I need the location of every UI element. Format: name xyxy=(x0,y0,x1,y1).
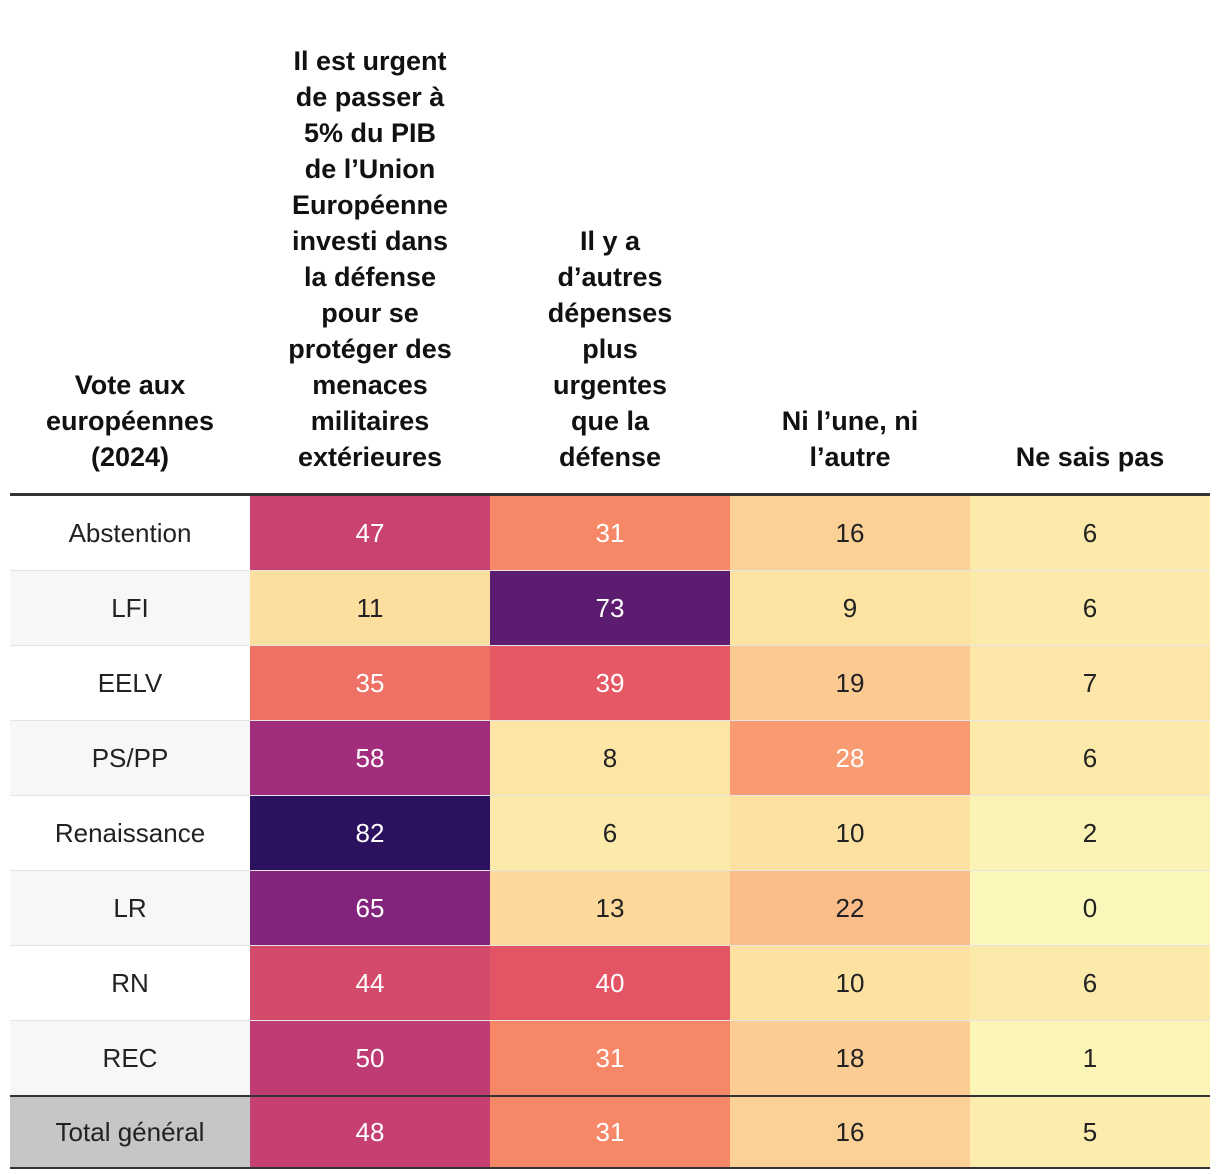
heatmap-cell-neither: 16 xyxy=(730,496,970,570)
row-label: Renaissance xyxy=(10,796,250,870)
heatmap-cell-other-spending: 31 xyxy=(490,496,730,570)
heatmap-cell-other-spending: 39 xyxy=(490,646,730,720)
header-urgent-5pct: Il est urgent de passer à 5% du PIB de l… xyxy=(288,46,452,472)
table-row: Renaissance 82 6 10 2 xyxy=(10,795,1210,870)
heatmap-cell-neither: 19 xyxy=(730,646,970,720)
heatmap-cell-dont-know: 0 xyxy=(970,871,1210,945)
header-neither: Ni l’une, ni l’autre xyxy=(781,406,919,472)
heatmap-cell-dont-know: 7 xyxy=(970,646,1210,720)
heatmap-cell-other-spending: 13 xyxy=(490,871,730,945)
heatmap-cell-neither: 28 xyxy=(730,721,970,795)
table-row: LFI 11 73 9 6 xyxy=(10,570,1210,645)
heatmap-cell-urgent-5pct: 58 xyxy=(250,721,490,795)
header-row: Vote aux européennes (2024) Il est urgen… xyxy=(10,0,1210,496)
heatmap-cell-other-spending: 6 xyxy=(490,796,730,870)
table-row: LR 65 13 22 0 xyxy=(10,870,1210,945)
heatmap-cell-other-spending: 8 xyxy=(490,721,730,795)
heatmap-cell-urgent-5pct: 35 xyxy=(250,646,490,720)
total-label: Total général xyxy=(10,1097,250,1167)
heatmap-cell-other-spending: 31 xyxy=(490,1021,730,1095)
heatmap-cell-other-spending: 73 xyxy=(490,571,730,645)
row-label: REC xyxy=(10,1021,250,1095)
row-label: EELV xyxy=(10,646,250,720)
row-label: LR xyxy=(10,871,250,945)
heatmap-cell-neither: 16 xyxy=(730,1097,970,1167)
header-vote: Vote aux européennes (2024) xyxy=(45,370,215,472)
heatmap-cell-urgent-5pct: 82 xyxy=(250,796,490,870)
heatmap-cell-dont-know: 5 xyxy=(970,1097,1210,1167)
heatmap-cell-neither: 22 xyxy=(730,871,970,945)
table-row: EELV 35 39 19 7 xyxy=(10,645,1210,720)
table-row: RN 44 40 10 6 xyxy=(10,945,1210,1020)
heatmap-cell-urgent-5pct: 44 xyxy=(250,946,490,1020)
heatmap-cell-other-spending: 31 xyxy=(490,1097,730,1167)
heatmap-cell-dont-know: 6 xyxy=(970,946,1210,1020)
heatmap-cell-neither: 10 xyxy=(730,796,970,870)
heatmap-cell-neither: 9 xyxy=(730,571,970,645)
row-label: LFI xyxy=(10,571,250,645)
heatmap-cell-urgent-5pct: 50 xyxy=(250,1021,490,1095)
heatmap-cell-urgent-5pct: 48 xyxy=(250,1097,490,1167)
row-label: PS/PP xyxy=(10,721,250,795)
heatmap-cell-dont-know: 6 xyxy=(970,496,1210,570)
heatmap-cell-neither: 10 xyxy=(730,946,970,1020)
heatmap-cell-dont-know: 2 xyxy=(970,796,1210,870)
heatmap-cell-dont-know: 1 xyxy=(970,1021,1210,1095)
heatmap-cell-dont-know: 6 xyxy=(970,721,1210,795)
table-row: REC 50 31 18 1 xyxy=(10,1020,1210,1095)
heatmap-cell-urgent-5pct: 47 xyxy=(250,496,490,570)
heatmap-table: Vote aux européennes (2024) Il est urgen… xyxy=(10,0,1210,1169)
total-row: Total général 48 31 16 5 xyxy=(10,1095,1210,1169)
table-row: Abstention 47 31 16 6 xyxy=(10,496,1210,570)
header-dont-know: Ne sais pas xyxy=(1015,442,1165,472)
heatmap-cell-other-spending: 40 xyxy=(490,946,730,1020)
table-body: Abstention 47 31 16 6 LFI 11 73 9 6 EELV 35 39 19 7 PS/… xyxy=(10,496,1210,1169)
heatmap-cell-urgent-5pct: 65 xyxy=(250,871,490,945)
row-label: Abstention xyxy=(10,496,250,570)
header-other-spending: Il y a d’autres dépenses plus urgentes q… xyxy=(547,226,673,472)
heatmap-cell-dont-know: 6 xyxy=(970,571,1210,645)
heatmap-cell-urgent-5pct: 11 xyxy=(250,571,490,645)
heatmap-cell-neither: 18 xyxy=(730,1021,970,1095)
table-row: PS/PP 58 8 28 6 xyxy=(10,720,1210,795)
row-label: RN xyxy=(10,946,250,1020)
